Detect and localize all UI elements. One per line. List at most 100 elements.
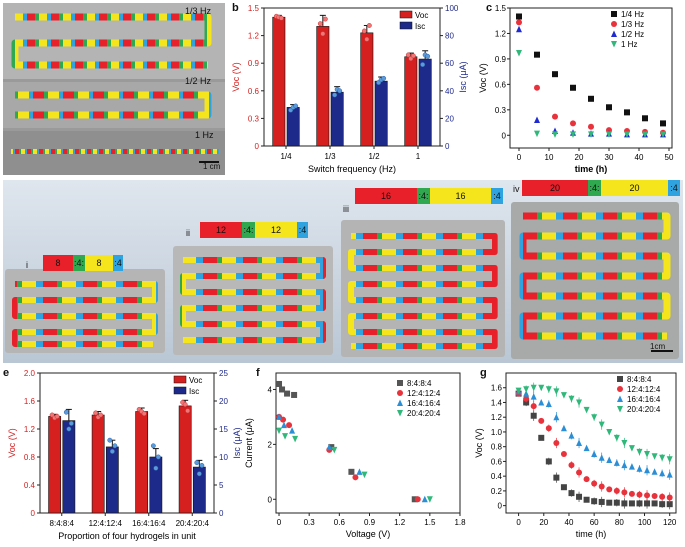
point-1-4-hz [516, 13, 522, 20]
point-20-4-20-4 [276, 427, 283, 435]
point-voc [93, 410, 99, 416]
point-16-4-16-4 [276, 413, 283, 420]
x-tick-label: 30 [605, 153, 614, 162]
ratio-seg-green: :4: [417, 188, 430, 204]
y-tick-label: 0.8 [24, 453, 36, 462]
point-20-4-20-4 [331, 446, 338, 454]
point-voc [320, 31, 326, 37]
point-isc [107, 437, 113, 443]
legend-marker [397, 380, 403, 386]
x-tick-label: 1/4 [280, 152, 292, 161]
ratio-bar-ii: 12 :4: 12 :4 [200, 222, 308, 238]
x-tick-label: 0.3 [304, 518, 316, 527]
legend-marker [617, 386, 623, 392]
panel-label-f: f [256, 367, 260, 379]
chart-c: 0 10 20 30 40 50 0 0.3 0.6 0.9 1.2 1.5 time (h) Voc (… [478, 4, 674, 174]
point-isc [196, 471, 202, 477]
point-8-4-8-4 [328, 444, 335, 451]
bar-voc [135, 411, 149, 514]
point-12-4-12-4 [280, 416, 287, 423]
point-voc [182, 402, 188, 407]
legend-marker [611, 41, 617, 48]
photo-a-graphic [3, 3, 225, 175]
legend-label: 8:4:8:4 [407, 379, 432, 388]
x-tick-label: 0 [277, 518, 282, 527]
y2-tick-label: 0 [445, 142, 450, 151]
point-1-2-hz [534, 116, 540, 123]
ratio-seg-yellow: 16 [430, 188, 491, 204]
x-tick-label: 1/3 [324, 152, 336, 161]
point-1-hz [570, 131, 576, 138]
legend-label: 8:4:8:4 [627, 375, 652, 384]
point-1-3-hz [570, 120, 576, 127]
y-tick-label: 1.4 [491, 398, 503, 407]
legend-label: 1/4 Hz [621, 10, 644, 19]
ratio-seg-green: :4: [588, 180, 601, 196]
y-tick-label: 1.2 [248, 32, 260, 41]
legend-swatch-isc [173, 386, 187, 395]
point-1-4-hz [624, 109, 630, 116]
point-20-4-20-4 [361, 471, 368, 479]
bar-voc [316, 26, 330, 147]
point-8-4-8-4 [411, 496, 418, 503]
point-1-4-hz [534, 51, 540, 58]
legend-marker [617, 395, 623, 402]
point-isc [194, 460, 200, 466]
point-isc [332, 92, 338, 98]
roman-iv: iv [513, 184, 520, 194]
bar-isc [192, 466, 206, 514]
point-8-4-8-4 [276, 380, 283, 387]
y-tick-label: 0.3 [248, 114, 260, 123]
point-16-4-16-4 [326, 443, 333, 451]
point-12-4-12-4 [414, 496, 421, 503]
point-1-3-hz [552, 113, 558, 120]
y-tick-label: 4 [268, 385, 273, 394]
x-tick-label: 8:4:8:4 [50, 519, 75, 528]
y-tick-label: 0 [502, 131, 507, 140]
legend-label: 16:4:16:4 [407, 399, 441, 408]
point-isc [68, 420, 74, 426]
point-voc [54, 413, 60, 419]
legend-marker [611, 11, 617, 17]
y2-tick-label: 100 [445, 4, 459, 13]
x-tick-label: 1.2 [394, 518, 406, 527]
point-1-3-hz [534, 84, 540, 91]
scale-bar-label-a: 1 cm [203, 162, 221, 171]
y-tick-label: 1.5 [248, 4, 260, 13]
y2-tick-label: 15 [219, 425, 228, 434]
ratio-seg-yellow: 8 [85, 255, 113, 271]
legend-swatch-voc [399, 10, 413, 19]
point-1-4-hz [660, 120, 666, 127]
x-tick-label: 100 [638, 518, 652, 527]
point-1-hz [516, 49, 522, 57]
x-tick-label: 20:4:20:4 [176, 519, 210, 528]
legend-label: 12:4:12:4 [407, 389, 441, 398]
legend-label: 20:4:20:4 [407, 409, 441, 418]
legend-marker [617, 376, 623, 382]
y-axis-label: Voc (V) [474, 428, 484, 458]
point-16-4-16-4 [421, 495, 428, 503]
x-tick-label: 1/2 [368, 152, 380, 161]
legend-swatch-voc [173, 375, 187, 384]
y-axis-label: Voc (V) [231, 62, 241, 92]
point-isc [381, 75, 387, 81]
bar-isc [105, 446, 119, 514]
y-tick-label: 1.5 [495, 4, 507, 13]
freq-label-1: 1 Hz [195, 130, 214, 140]
chart-e: 0 0.4 0.8 1.2 1.6 2.0 0 5 10 15 20 25 8:4:8:4 12:4:12… [7, 369, 242, 541]
x-axis-label: Switch frequency (Hz) [308, 164, 396, 174]
x-tick-label: 0.9 [364, 518, 376, 527]
x-tick-label: 10 [545, 153, 554, 162]
point-isc [337, 88, 343, 94]
x-tick-label: 0 [517, 153, 522, 162]
point-isc [293, 103, 299, 109]
legend-marker [611, 21, 617, 27]
x-tick-label: 1.5 [424, 518, 436, 527]
x-tick-label: 120 [663, 518, 677, 527]
legend-label: 12:4:12:4 [627, 385, 661, 394]
roman-ii: ii [186, 228, 190, 238]
x-tick-label: 1 [416, 152, 421, 161]
ratio-seg-green: :4: [242, 222, 255, 238]
y-tick-label: 0 [498, 502, 503, 511]
point-1-3-hz [588, 123, 594, 130]
